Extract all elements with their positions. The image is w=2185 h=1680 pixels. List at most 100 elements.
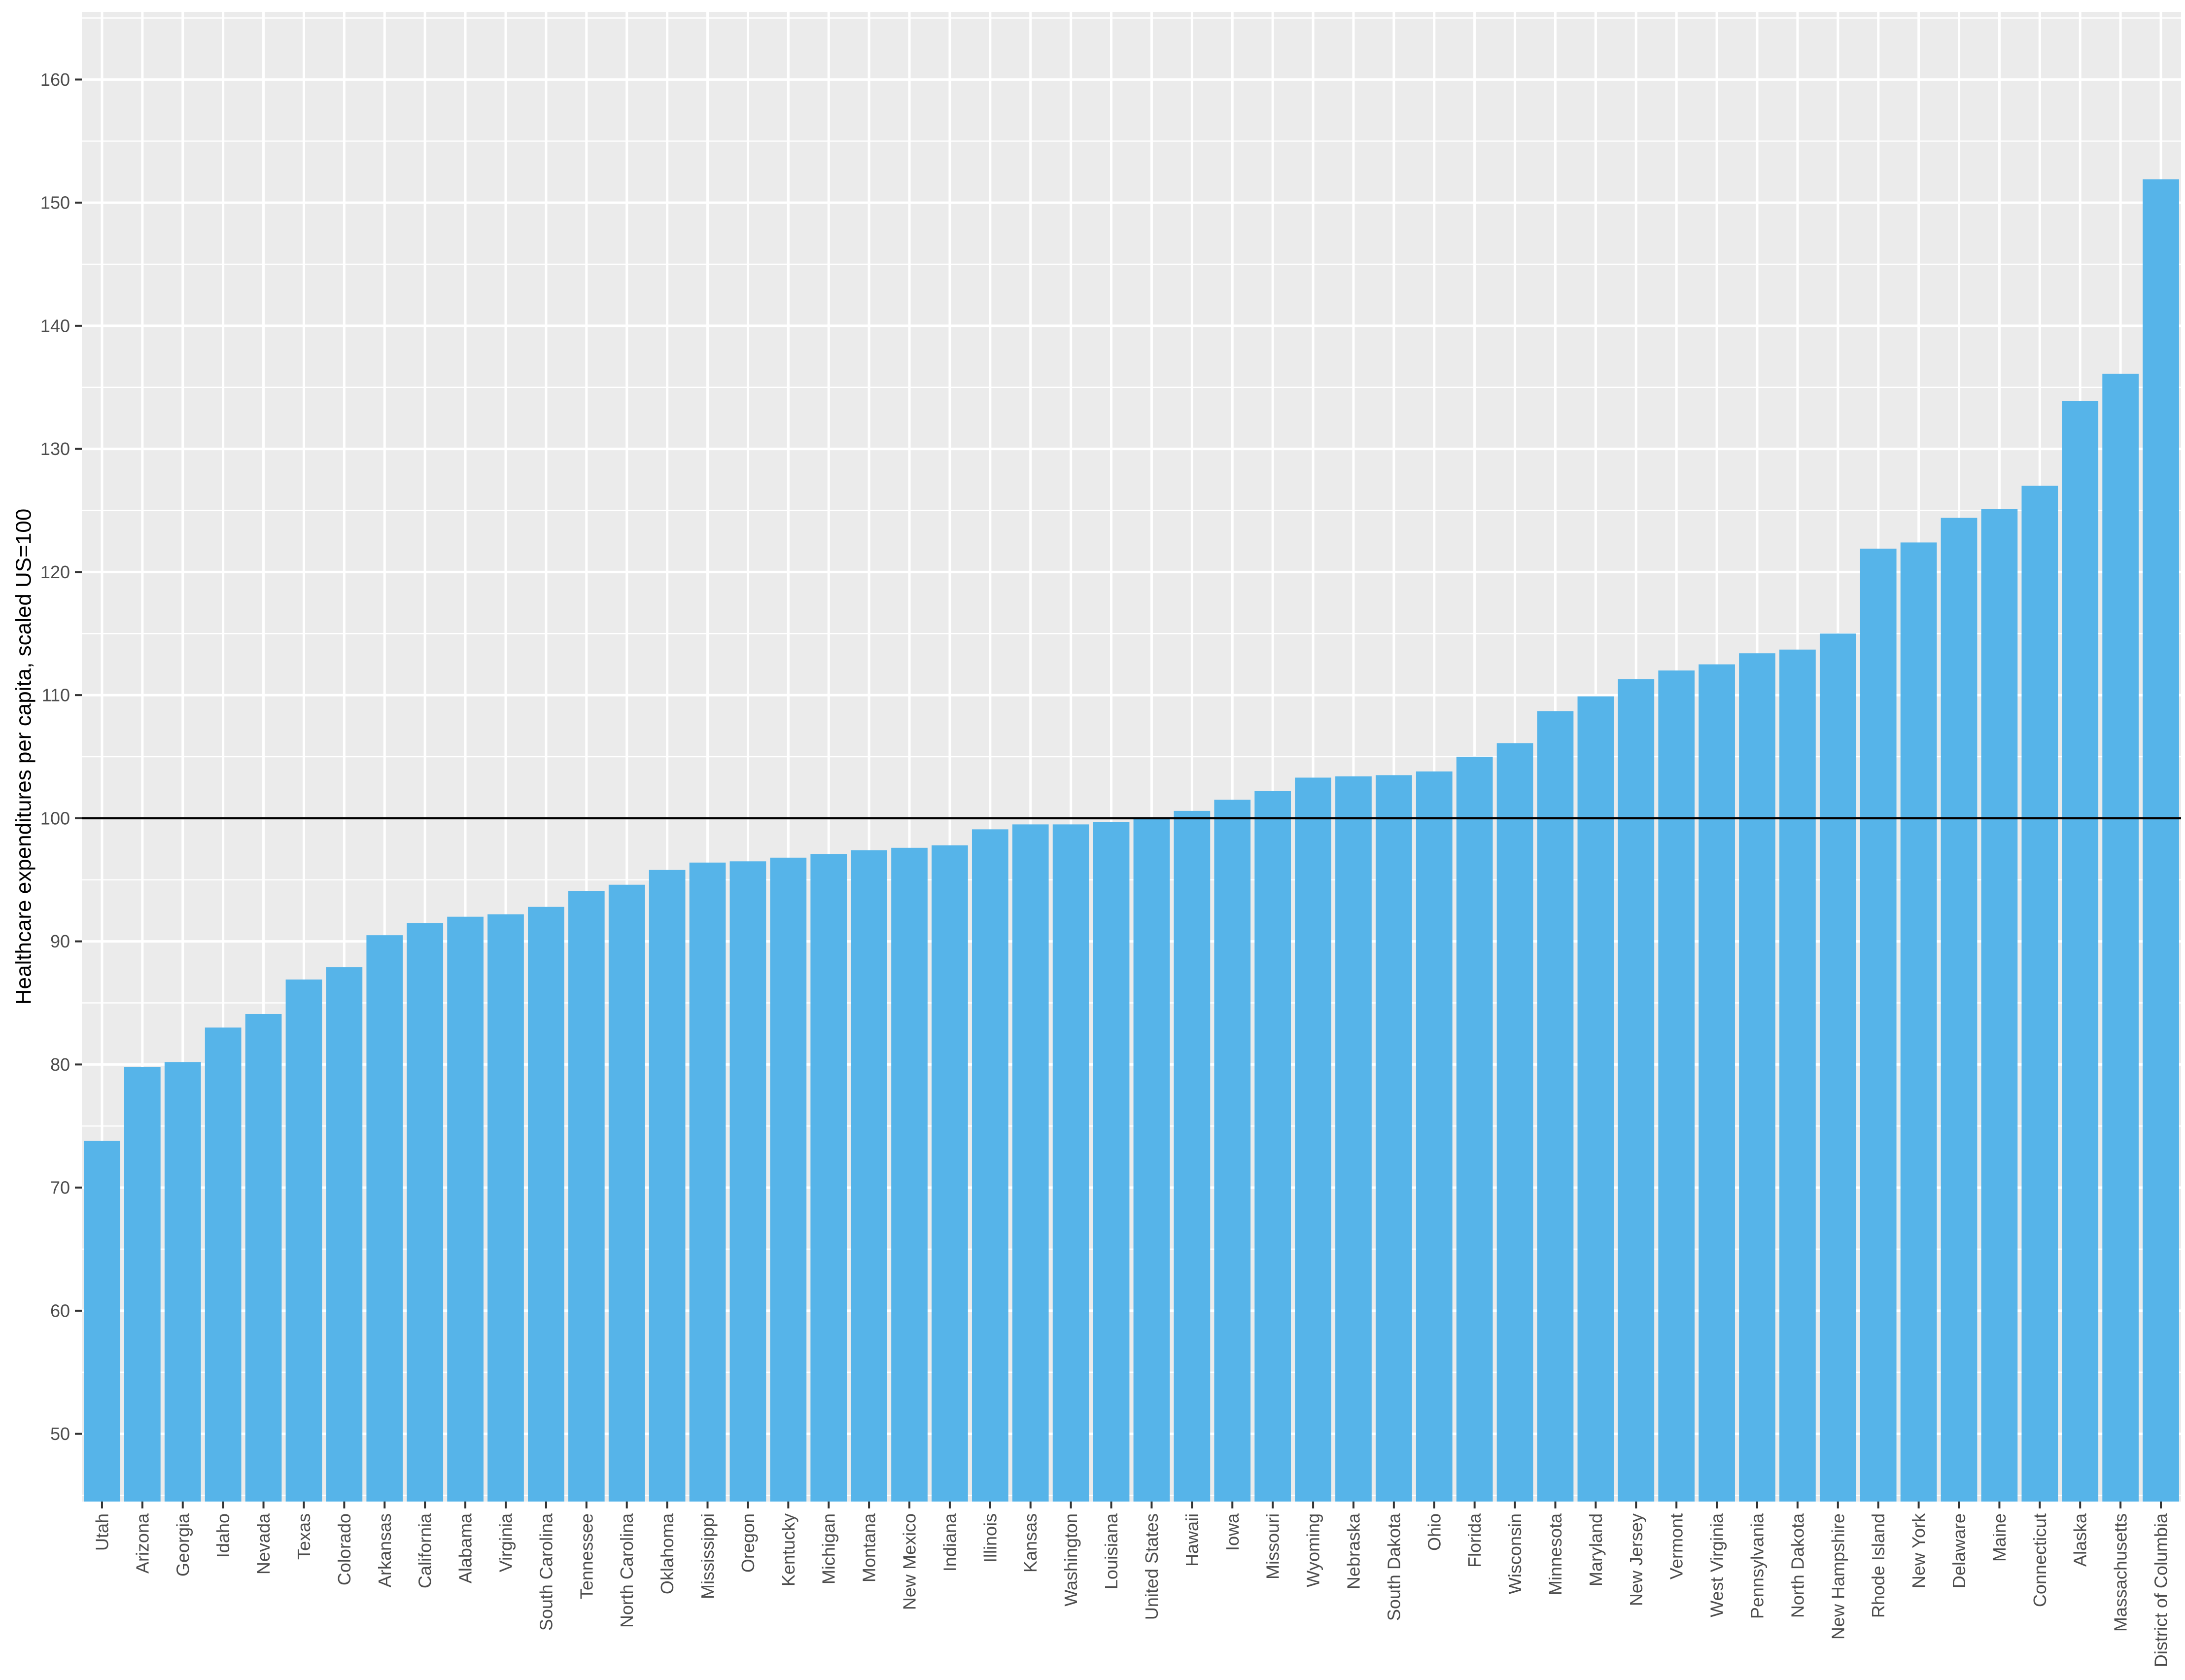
x-tick-label: Colorado [334, 1513, 354, 1585]
x-tick-label: New Hampshire [1828, 1513, 1848, 1640]
x-tick-label: Nevada [253, 1513, 274, 1575]
x-tick-label: Vermont [1666, 1513, 1687, 1579]
bar-hawaii [1174, 810, 1211, 1502]
x-tick-label: Nebraska [1343, 1513, 1363, 1589]
x-tick-label: Oregon [738, 1513, 758, 1573]
bar-maryland [1577, 696, 1614, 1502]
bar-wisconsin [1496, 743, 1533, 1502]
bar-colorado [326, 967, 363, 1502]
bar-connecticut [2021, 486, 2058, 1502]
x-tick-label: Iowa [1222, 1513, 1243, 1551]
x-tick-label: Minnesota [1545, 1513, 1565, 1595]
x-tick-label: Maine [1989, 1513, 2010, 1562]
bar-iowa [1214, 800, 1251, 1502]
bar-alaska [2062, 401, 2099, 1502]
x-tick-label: Wisconsin [1505, 1513, 1525, 1594]
bar-minnesota [1537, 711, 1574, 1502]
x-tick-label: Arkansas [375, 1513, 395, 1587]
bar-maine [1981, 509, 2018, 1502]
x-tick-label: Delaware [1949, 1513, 1969, 1588]
x-tick-label: Louisiana [1101, 1513, 1121, 1589]
y-tick-label: 90 [50, 931, 70, 951]
x-tick-label: Arizona [132, 1513, 152, 1574]
y-tick-label: 70 [50, 1178, 70, 1198]
bar-new-mexico [891, 847, 928, 1502]
bar-ohio [1416, 771, 1453, 1502]
x-tick-label: Rhode Island [1868, 1513, 1888, 1618]
bar-mississippi [689, 862, 726, 1502]
bar-illinois [971, 829, 1008, 1502]
x-tick-label: Virginia [495, 1513, 516, 1572]
bar-vermont [1658, 670, 1695, 1502]
bar-oklahoma [649, 870, 686, 1502]
x-tick-label: California [415, 1513, 435, 1588]
x-tick-label: Kansas [1020, 1513, 1040, 1573]
x-tick-label: Georgia [173, 1513, 193, 1576]
bar-oregon [729, 861, 766, 1502]
y-tick-label: 130 [40, 439, 70, 459]
bar-georgia [164, 1062, 201, 1502]
x-tick-label: Hawaii [1182, 1513, 1202, 1567]
x-tick-label: South Carolina [536, 1513, 556, 1631]
bar-massachusetts [2102, 374, 2139, 1502]
bar-united-states [1133, 818, 1170, 1502]
x-tick-label: Massachusetts [2111, 1513, 2131, 1632]
bar-north-carolina [608, 884, 645, 1502]
x-tick-label: Texas [294, 1513, 314, 1560]
x-tick-label: Ohio [1424, 1513, 1444, 1551]
x-tick-label: Tennessee [576, 1513, 596, 1599]
bar-virginia [487, 914, 524, 1502]
bar-nebraska [1335, 776, 1372, 1502]
x-tick-label: Utah [92, 1513, 112, 1551]
x-tick-label: Mississippi [697, 1513, 718, 1599]
bar-south-dakota [1376, 775, 1412, 1502]
bar-kentucky [770, 857, 807, 1502]
bar-south-carolina [528, 907, 564, 1502]
bar-california [407, 923, 444, 1502]
y-tick-label: 50 [50, 1424, 70, 1444]
bars [84, 179, 2179, 1502]
x-tick-label: South Dakota [1384, 1513, 1404, 1621]
bar-arkansas [366, 935, 403, 1502]
y-axis-title: Healthcare expenditures per capita, scal… [12, 509, 36, 1005]
x-tick-label: Florida [1464, 1513, 1485, 1568]
y-tick-label: 150 [40, 193, 70, 213]
x-tick-label: Michigan [819, 1513, 839, 1584]
x-tick-label: Montana [859, 1513, 879, 1582]
x-tick-label: New York [1908, 1513, 1929, 1588]
x-tick-label: Missouri [1263, 1513, 1283, 1579]
x-tick-label: Indiana [939, 1513, 960, 1572]
x-axis: Utah Arizona Georgia Idaho Nevada Texas Colora… [92, 1502, 2171, 1667]
x-tick-label: New Mexico [900, 1513, 920, 1610]
x-tick-label: New Jersey [1626, 1513, 1646, 1606]
y-tick-label: 100 [40, 808, 70, 828]
bar-rhode-island [1860, 548, 1897, 1502]
bar-louisiana [1093, 822, 1130, 1502]
bar-utah [84, 1141, 120, 1502]
x-tick-label: Alaska [2070, 1513, 2090, 1567]
x-tick-label: Pennsylvania [1747, 1513, 1768, 1619]
bar-idaho [205, 1027, 242, 1502]
y-tick-label: 80 [50, 1054, 70, 1075]
y-tick-label: 140 [40, 315, 70, 336]
x-tick-label: Washington [1061, 1513, 1081, 1607]
y-tick-label: 120 [40, 562, 70, 582]
x-tick-label: North Carolina [617, 1513, 637, 1628]
bar-tennessee [568, 891, 605, 1502]
bar-missouri [1254, 791, 1291, 1502]
bar-texas [285, 980, 322, 1502]
x-tick-label: Connecticut [2030, 1513, 2050, 1607]
bar-new-hampshire [1819, 633, 1856, 1502]
bar-kansas [1012, 824, 1049, 1502]
bar-indiana [932, 845, 968, 1502]
bar-florida [1456, 757, 1493, 1502]
bar-arizona [124, 1067, 161, 1502]
y-tick-label: 160 [40, 70, 70, 90]
y-axis: 50 60 70 80 90 100 110 120 130 140 150 160 [40, 70, 82, 1444]
bar-nevada [245, 1014, 282, 1502]
bar-pennsylvania [1739, 653, 1775, 1502]
x-tick-label: West Virginia [1707, 1513, 1727, 1617]
y-tick-label: 60 [50, 1300, 70, 1321]
x-tick-label: Wyoming [1303, 1513, 1323, 1587]
